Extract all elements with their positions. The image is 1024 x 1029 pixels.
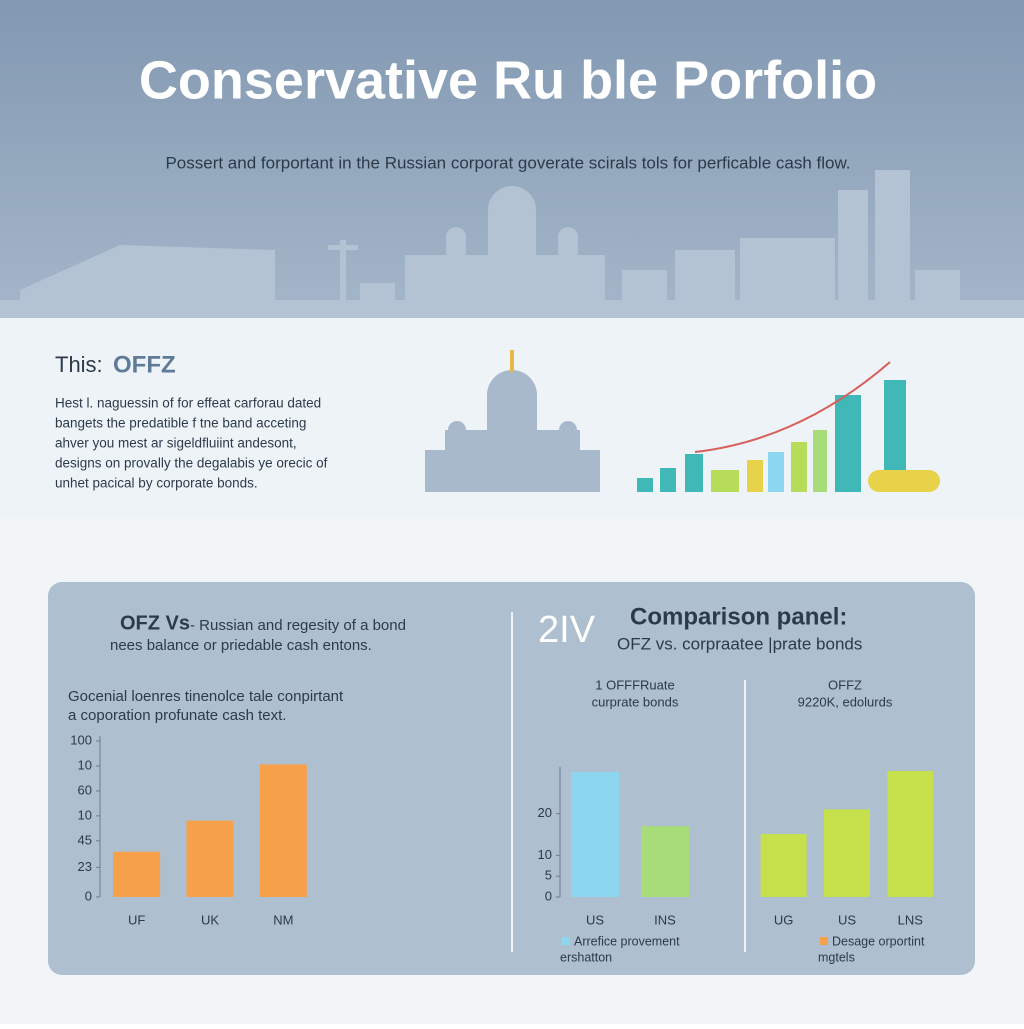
y-tick-label: 23	[78, 859, 92, 874]
panel-heading-line: nees balance or priedable cash entons.	[110, 637, 372, 654]
panel-number: 2IV	[538, 609, 596, 651]
legend-swatch	[562, 937, 570, 945]
y-tick-label: 60	[78, 782, 92, 797]
subtitle: Possert and forportant in the Russian co…	[165, 153, 850, 172]
chart-subtitle: 9220K, edolurds	[798, 694, 893, 709]
bar	[259, 764, 307, 897]
legend-swatch	[820, 937, 828, 945]
panel-heading-text: - Russian and regesity of a bond	[190, 617, 406, 634]
cathedral	[425, 350, 600, 492]
y-tick-label: 10	[78, 757, 92, 772]
title: Conservative Ru ble Porfolio	[139, 50, 877, 110]
y-tick-label: 10	[538, 847, 552, 862]
skyline	[0, 170, 1024, 318]
intro-highlight: OFFZ	[113, 351, 176, 378]
x-tick-label: UG	[774, 912, 794, 927]
intro-text: bangets the predatible f tne band acceti…	[55, 416, 306, 431]
illustration-bars	[637, 361, 940, 492]
bar	[641, 826, 689, 897]
intro-text: ahver you mest ar sigeldfluiint andesont…	[55, 436, 297, 451]
x-tick-label: US	[586, 912, 604, 927]
intro-text: Hest l. naguessin of for effeat carforau…	[55, 396, 321, 411]
comparison-title: Comparison panel:	[630, 603, 847, 630]
bar	[887, 770, 934, 897]
bar	[186, 820, 234, 897]
chart-title: 1 OFFFRuate	[595, 677, 674, 692]
intro-label: This:	[55, 352, 103, 377]
x-tick-label: US	[838, 912, 856, 927]
panel-text: Gocenial loenres tinenolce tale conpirta…	[68, 688, 344, 705]
intro-text: designs on provally the degalabis ye ore…	[55, 456, 328, 471]
y-tick-label: 5	[545, 868, 552, 883]
bar	[824, 809, 870, 897]
y-tick-label: 0	[545, 888, 552, 903]
y-tick-label: 10	[78, 807, 92, 822]
legend-label: ershatton	[560, 950, 612, 964]
chart-title: OFFZ	[828, 677, 862, 692]
legend-label: Desage orportint	[832, 934, 925, 948]
panel-heading: OFZ Vs	[120, 612, 190, 634]
legend-label: Arrefice provement	[574, 934, 680, 948]
x-tick-label: UK	[201, 912, 219, 927]
bar	[571, 772, 619, 897]
comparison-subtitle: OFZ vs. corpraatee |prate bonds	[617, 634, 862, 653]
bar	[113, 851, 161, 897]
x-tick-label: UF	[128, 912, 145, 927]
chart-subtitle: curprate bonds	[592, 694, 679, 709]
y-tick-label: 45	[78, 832, 92, 847]
x-tick-label: LNS	[898, 912, 924, 927]
y-tick-label: 0	[85, 888, 92, 903]
intro-text: unhet pacical by corporate bonds.	[55, 476, 258, 491]
panel-text: a coporation profunate cash text.	[68, 707, 286, 724]
bar	[760, 833, 807, 897]
y-tick-label: 100	[70, 732, 92, 747]
x-tick-label: NM	[273, 912, 293, 927]
y-tick-label: 20	[538, 805, 552, 820]
x-tick-label: INS	[654, 912, 676, 927]
legend-label: mgtels	[818, 950, 855, 964]
